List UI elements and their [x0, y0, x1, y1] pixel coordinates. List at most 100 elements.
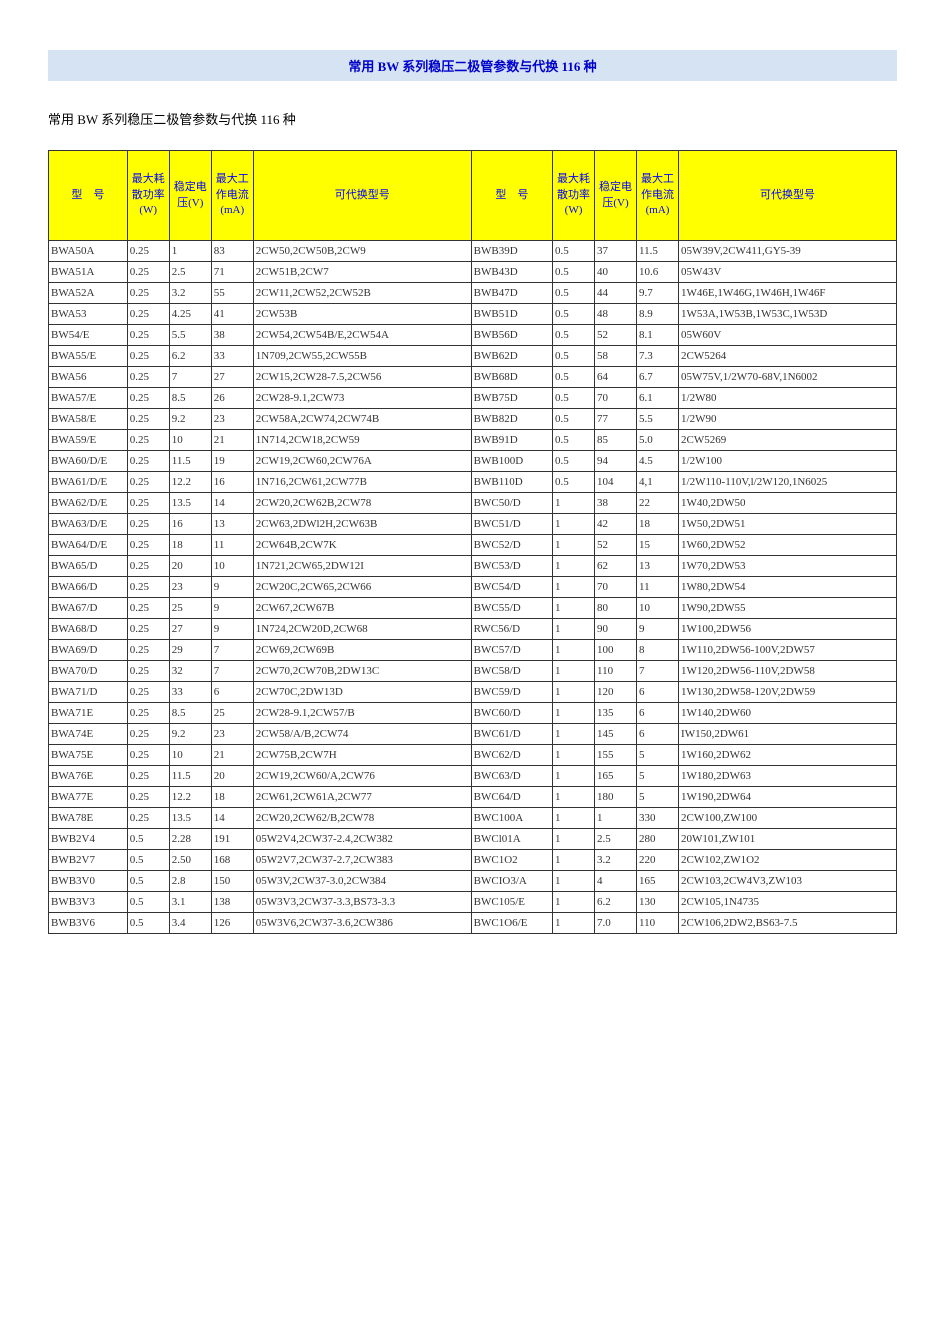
cell: 6	[637, 703, 679, 724]
cell: 0.5	[127, 850, 169, 871]
cell: 10	[169, 430, 211, 451]
cell: BW54/E	[49, 325, 128, 346]
cell: 2CW54,2CW54B/E,2CW54A	[253, 325, 471, 346]
cell: 1	[553, 493, 595, 514]
cell: 165	[637, 871, 679, 892]
cell: 0.5	[553, 304, 595, 325]
cell: 168	[211, 850, 253, 871]
cell: BWC61/D	[471, 724, 552, 745]
cell: 4.25	[169, 304, 211, 325]
cell: 44	[595, 283, 637, 304]
cell: 0.25	[127, 745, 169, 766]
cell: 1W110,2DW56-100V,2DW57	[679, 640, 897, 661]
cell: 0.25	[127, 787, 169, 808]
cell: 1W190,2DW64	[679, 787, 897, 808]
cell: 0.25	[127, 661, 169, 682]
cell: 29	[169, 640, 211, 661]
cell: 2CW69,2CW69B	[253, 640, 471, 661]
header-ma: 最大工作电流(mA)	[211, 151, 253, 241]
cell: BWB43D	[471, 262, 552, 283]
subtitle: 常用 BW 系列稳压二极管参数与代换 116 种	[48, 109, 897, 128]
cell: 1	[553, 535, 595, 556]
cell: 16	[169, 514, 211, 535]
cell: 26	[211, 388, 253, 409]
cell: 14	[211, 493, 253, 514]
cell: 7	[211, 640, 253, 661]
cell: 1	[595, 808, 637, 829]
cell: 8.5	[169, 703, 211, 724]
cell: 2CW50,2CW50B,2CW9	[253, 241, 471, 262]
cell: BWB91D	[471, 430, 552, 451]
table-row: BWB2V70.52.5016805W2V7,2CW37-2.7,2CW383B…	[49, 850, 897, 871]
cell: 138	[211, 892, 253, 913]
cell: BWA65/D	[49, 556, 128, 577]
cell: 1N709,2CW55,2CW55B	[253, 346, 471, 367]
cell: 13	[637, 556, 679, 577]
header-v: 稳定电压(V)	[169, 151, 211, 241]
cell: BWB62D	[471, 346, 552, 367]
cell: 1	[553, 850, 595, 871]
table-row: BWA57/E0.258.5262CW28-9.1,2CW73BWB75D0.5…	[49, 388, 897, 409]
cell: 1N721,2CW65,2DW12I	[253, 556, 471, 577]
cell: 80	[595, 598, 637, 619]
cell: 41	[211, 304, 253, 325]
table-row: BWA78E0.2513.5142CW20,2CW62/B,2CW78BWC10…	[49, 808, 897, 829]
table-row: BWA71E0.258.5252CW28-9.1,2CW57/BBWC60/D1…	[49, 703, 897, 724]
cell: 0.25	[127, 556, 169, 577]
cell: BWA78E	[49, 808, 128, 829]
cell: 0.25	[127, 367, 169, 388]
cell: 4.5	[637, 451, 679, 472]
cell: 18	[637, 514, 679, 535]
cell: 0.25	[127, 493, 169, 514]
cell: 05W60V	[679, 325, 897, 346]
cell: 9	[211, 577, 253, 598]
cell: 0.25	[127, 388, 169, 409]
cell: 5	[637, 766, 679, 787]
cell: BWC62/D	[471, 745, 552, 766]
cell: 0.5	[553, 241, 595, 262]
cell: BWC54/D	[471, 577, 552, 598]
cell: 52	[595, 325, 637, 346]
cell: 0.5	[553, 325, 595, 346]
cell: 3.1	[169, 892, 211, 913]
cell: 2CW102,ZW1O2	[679, 850, 897, 871]
header-sub2: 可代换型号	[679, 151, 897, 241]
cell: 64	[595, 367, 637, 388]
cell: 0.25	[127, 514, 169, 535]
cell: 16	[211, 472, 253, 493]
cell: BWB3V0	[49, 871, 128, 892]
cell: 1	[553, 703, 595, 724]
cell: BWA69/D	[49, 640, 128, 661]
cell: 6.2	[595, 892, 637, 913]
cell: BWB75D	[471, 388, 552, 409]
cell: 1W53A,1W53B,1W53C,1W53D	[679, 304, 897, 325]
cell: 3.2	[595, 850, 637, 871]
cell: 1W90,2DW55	[679, 598, 897, 619]
cell: BWB110D	[471, 472, 552, 493]
table-row: BWA58/E0.259.2232CW58A,2CW74,2CW74BBWB82…	[49, 409, 897, 430]
cell: 1	[553, 913, 595, 934]
cell: 1	[553, 724, 595, 745]
cell: 8.9	[637, 304, 679, 325]
cell: 9.7	[637, 283, 679, 304]
cell: 2.50	[169, 850, 211, 871]
cell: 2CW20,2CW62/B,2CW78	[253, 808, 471, 829]
cell: 70	[595, 388, 637, 409]
cell: 0.5	[553, 346, 595, 367]
cell: 1W46E,1W46G,1W46H,1W46F	[679, 283, 897, 304]
cell: BWC57/D	[471, 640, 552, 661]
cell: 0.5	[553, 472, 595, 493]
cell: 05W43V	[679, 262, 897, 283]
cell: 05W3V6,2CW37-3.6,2CW386	[253, 913, 471, 934]
cell: BWA77E	[49, 787, 128, 808]
cell: BWCl01A	[471, 829, 552, 850]
cell: 0.5	[127, 829, 169, 850]
cell: 6	[637, 682, 679, 703]
cell: 0.5	[553, 409, 595, 430]
cell: 0.25	[127, 472, 169, 493]
cell: RWC56/D	[471, 619, 552, 640]
cell: 104	[595, 472, 637, 493]
cell: 2CW75B,2CW7H	[253, 745, 471, 766]
cell: BWC52/D	[471, 535, 552, 556]
cell: BWA55/E	[49, 346, 128, 367]
